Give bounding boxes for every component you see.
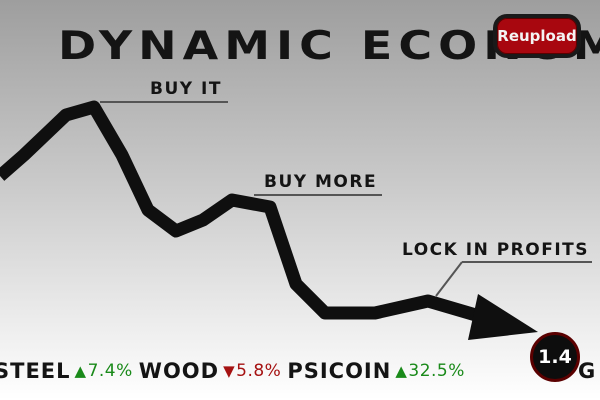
- ticker-item-partial: G: [578, 356, 595, 386]
- triangle-up-icon: ▲: [75, 362, 87, 380]
- reupload-button[interactable]: Reupload: [493, 14, 581, 58]
- arrowhead-icon: [468, 294, 538, 340]
- annotation-label: BUY MORE: [264, 172, 377, 192]
- ticker-item-wood: WOOD ▼5.8%: [139, 359, 282, 383]
- ticker-item-psicoin: PSICOIN ▲32.5%: [287, 359, 465, 383]
- ticker-change-value: 32.5%: [408, 361, 465, 381]
- annotation-label: LOCK IN PROFITS: [402, 240, 589, 260]
- stock-ticker: STEEL ▲7.4% WOOD ▼5.8% PSICOIN ▲32.5%: [0, 356, 471, 386]
- ticker-change: ▲32.5%: [395, 361, 465, 381]
- triangle-up-icon: ▲: [395, 362, 407, 380]
- annotation-leader-line: [436, 262, 462, 296]
- ticker-name: PSICOIN: [287, 359, 391, 383]
- ticker-change-value: 7.4%: [88, 361, 133, 381]
- ticker-name: STEEL: [0, 359, 71, 383]
- ticker-item-steel: STEEL ▲7.4%: [0, 359, 133, 383]
- multiplier-badge: 1.4: [530, 332, 580, 382]
- annotation-buy-it: BUY IT: [100, 79, 228, 102]
- annotation-label: BUY IT: [150, 79, 222, 99]
- ticker-change-value: 5.8%: [236, 361, 281, 381]
- annotation-lock-in-profits: LOCK IN PROFITS: [402, 240, 592, 296]
- price-trend-line: [0, 107, 486, 318]
- ticker-change: ▲7.4%: [75, 361, 133, 381]
- triangle-down-icon: ▼: [223, 362, 235, 380]
- ticker-name: WOOD: [139, 359, 219, 383]
- annotation-buy-more: BUY MORE: [254, 172, 382, 195]
- ticker-change: ▼5.8%: [223, 361, 281, 381]
